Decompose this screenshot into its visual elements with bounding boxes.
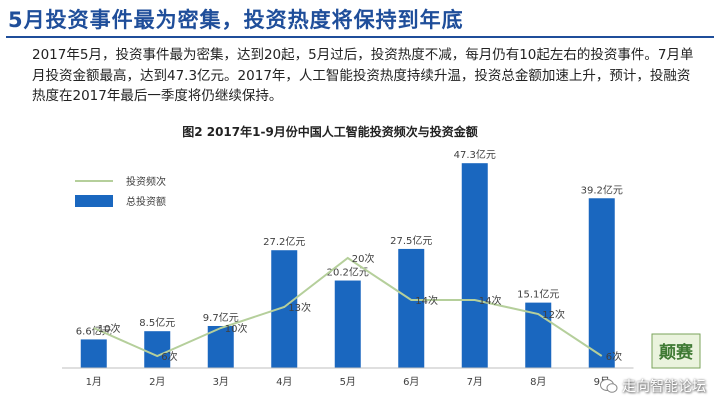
line-value-label: 6次 <box>606 350 622 363</box>
bar <box>334 280 361 368</box>
x-tick-label: 3月 <box>213 376 229 388</box>
bar-series <box>80 163 615 368</box>
bar-value-label: 47.3亿元 <box>454 148 496 161</box>
logo-badge-background <box>651 333 701 369</box>
x-tick-label: 4月 <box>276 376 292 388</box>
bar <box>398 248 425 368</box>
wechat-icon <box>600 379 618 393</box>
bar <box>144 331 171 368</box>
slide-title: 5月投资事件最为密集，投资热度将保持到年底 <box>8 8 464 32</box>
line-data-labels: 10次 6次 10次 13次 20次 14次 14次 12次 6次 <box>98 252 622 363</box>
x-tick-label: 7月 <box>467 376 483 388</box>
slide-body-text: 2017年5月，投资事件最为密集，达到20起，5月过后，投资热度不减，每月仍有1… <box>32 47 694 104</box>
x-tick-label: 6月 <box>403 376 419 388</box>
bar-value-label: 6.6亿元 <box>76 324 112 337</box>
bar <box>80 339 107 368</box>
bar-data-labels: 6.6亿元 8.5亿元 9.7亿元 27.2亿元 20.2亿元 27.5亿元 47.3亿元 1… <box>76 148 623 337</box>
line-value-label: 10次 <box>225 322 248 335</box>
bar <box>461 163 488 368</box>
bar-value-label: 20.2亿元 <box>327 266 369 279</box>
line-value-label: 13次 <box>288 301 311 314</box>
line-value-label: 20次 <box>352 252 375 265</box>
x-tick-label: 5月 <box>340 376 356 388</box>
legend-line-label: 投资频次 <box>126 175 166 188</box>
bar-value-label: 8.5亿元 <box>139 316 175 329</box>
frequency-line <box>93 256 603 358</box>
bar-value-label: 27.2亿元 <box>263 235 305 248</box>
x-tick-label: 1月 <box>86 376 102 388</box>
logo-badge-text: 颠赛 <box>659 342 694 363</box>
line-value-label: 14次 <box>415 294 438 307</box>
legend-bar-swatch <box>75 195 113 207</box>
bar <box>207 325 234 368</box>
bar-value-label: 15.1亿元 <box>517 288 559 301</box>
chart-title: 图2 2017年1-9月份中国人工智能投资频次与投资金额 <box>182 124 478 139</box>
legend-bar-label: 总投资额 <box>126 195 166 208</box>
bar-value-label: 27.5亿元 <box>390 234 432 247</box>
watermark: 走向智能论坛 <box>600 376 706 396</box>
x-tick-label: 2月 <box>149 376 165 388</box>
line-value-label: 10次 <box>98 322 121 335</box>
watermark-account: 走向智能论坛 <box>622 379 706 395</box>
title-divider <box>6 36 714 38</box>
bar-value-label: 9.7亿元 <box>203 311 239 324</box>
bar <box>588 198 615 368</box>
x-tick-label: 8月 <box>530 376 546 388</box>
x-axis: 1月2月3月4月5月6月7月8月9月 <box>62 367 634 388</box>
line-value-label: 12次 <box>542 308 565 321</box>
line-value-label: 6次 <box>161 350 177 363</box>
line-series <box>93 256 603 358</box>
bar-value-label: 39.2亿元 <box>581 183 623 196</box>
logo-badge: 颠赛 <box>651 333 701 369</box>
line-value-label: 14次 <box>479 294 502 307</box>
